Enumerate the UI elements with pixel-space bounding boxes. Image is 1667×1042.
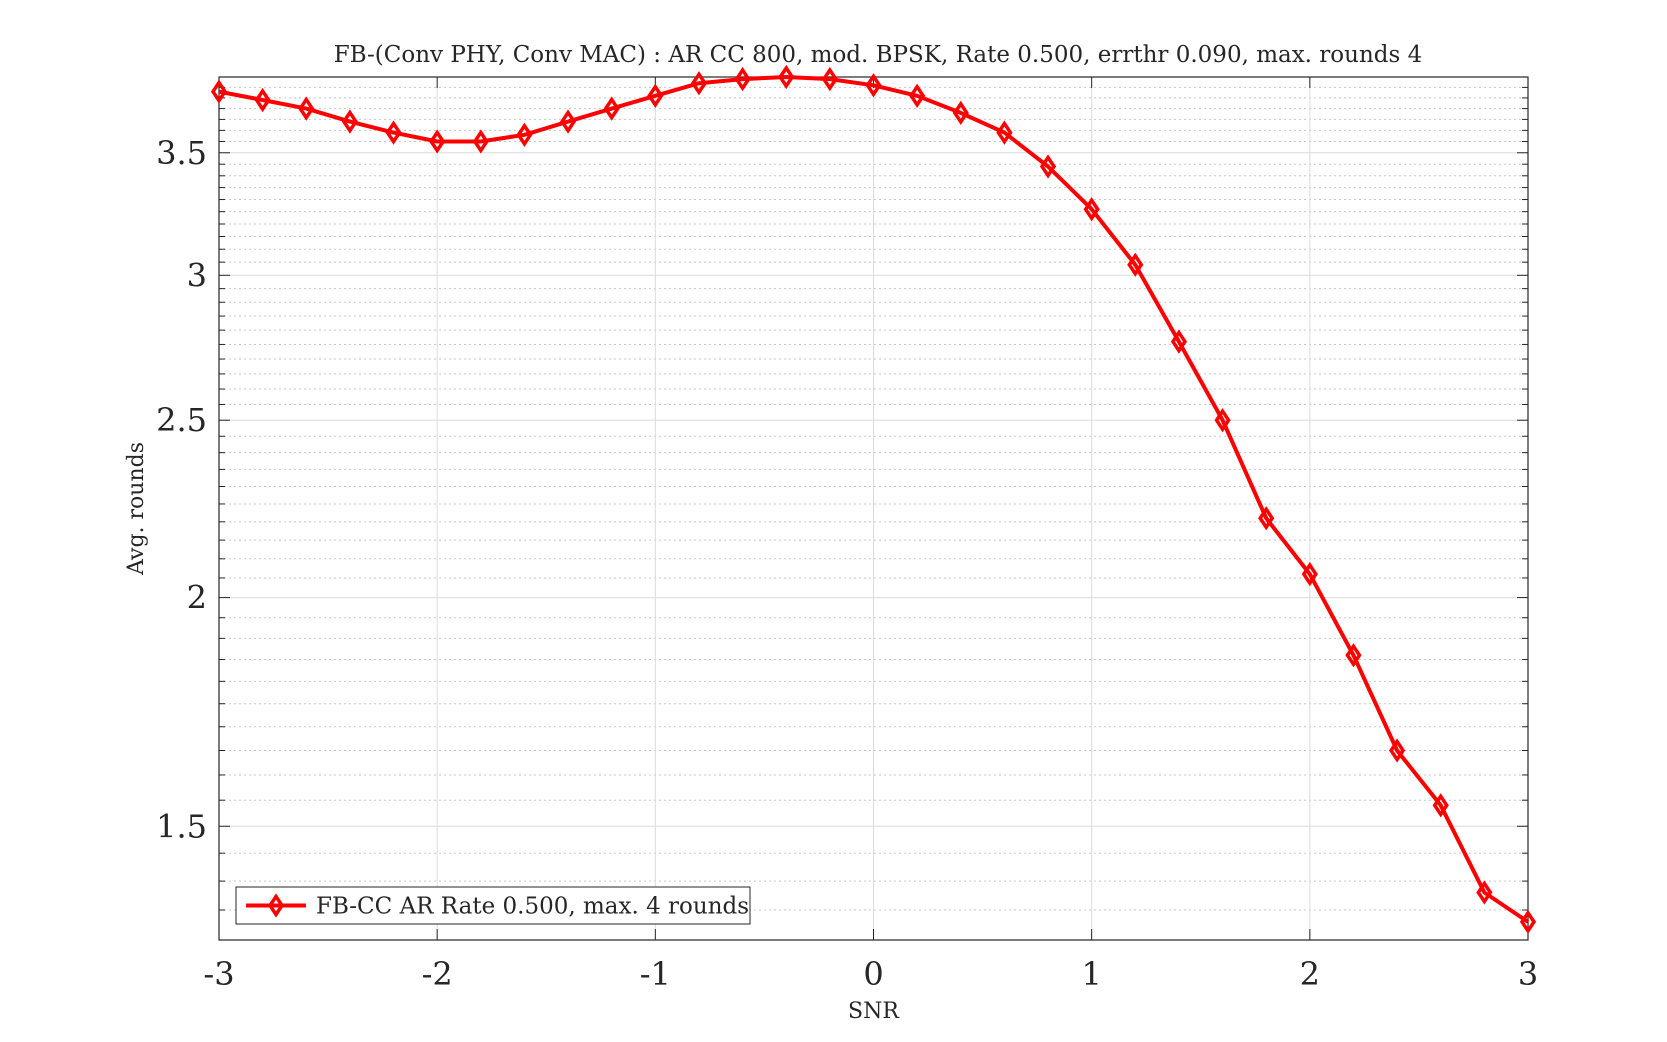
data-point-marker	[210, 79, 228, 104]
data-point-marker	[385, 120, 402, 145]
data-point-marker	[821, 66, 838, 92]
legend[interactable]: FB-CC AR Rate 0.500, max. 4 rounds	[235, 886, 751, 925]
y-tick-label: 1.5	[156, 807, 207, 845]
x-tick-label: 2	[1300, 955, 1320, 993]
series-line	[218, 75, 1530, 924]
data-point-marker	[996, 120, 1013, 145]
tick-marks	[218, 76, 1529, 941]
x-tick-label: -2	[422, 955, 453, 993]
series-layer	[210, 64, 1537, 935]
data-point-marker	[909, 83, 926, 108]
data-point-marker	[647, 83, 664, 108]
data-point-marker	[298, 96, 315, 121]
data-point-marker	[1388, 738, 1406, 763]
chart-title: FB-(Conv PHY, Conv MAC) : AR CC 800, mod…	[334, 42, 1423, 68]
x-tick-label: 1	[1081, 955, 1101, 993]
data-point-marker	[341, 109, 359, 134]
x-tick-label: 0	[863, 955, 883, 993]
data-point-marker	[559, 109, 577, 134]
data-point-marker	[1301, 561, 1318, 587]
data-point-marker	[1170, 329, 1188, 354]
y-tick-label: 2.5	[156, 401, 207, 439]
data-point-marker	[690, 71, 708, 96]
y-tick-label: 3	[187, 256, 207, 294]
x-axis-label: SNR	[848, 999, 900, 1024]
data-point-marker	[1083, 197, 1100, 222]
x-tick-labels: -3 -2 -1 0 1 2 3	[203, 955, 1538, 993]
legend-label: FB-CC AR Rate 0.500, max. 4 rounds	[316, 894, 749, 920]
legend-diamond-marker-icon	[267, 893, 285, 918]
data-point-marker	[1127, 252, 1144, 277]
y-axis-label: Avg. rounds	[124, 442, 149, 576]
data-point-marker	[1476, 880, 1493, 905]
x-tick-label: -3	[203, 955, 234, 993]
data-point-marker	[254, 87, 271, 113]
data-point-marker	[1345, 643, 1362, 668]
y-tick-labels: 1.5 2 2.5 3 3.5	[156, 134, 207, 845]
data-point-marker	[952, 100, 969, 126]
data-point-marker	[603, 96, 620, 121]
data-point-marker	[1519, 909, 1537, 935]
legend-box	[235, 886, 751, 925]
major-grid	[218, 77, 1529, 940]
data-point-marker	[734, 66, 751, 92]
data-point-marker	[1039, 154, 1057, 179]
x-tick-label: 3	[1518, 955, 1538, 993]
data-point-marker	[1214, 408, 1231, 433]
x-tick-label: -1	[640, 955, 671, 993]
y-tick-label: 3.5	[156, 134, 207, 172]
data-point-marker	[778, 64, 795, 90]
data-point-marker	[1432, 793, 1449, 818]
y-tick-label: 2	[187, 579, 207, 617]
data-point-marker	[1258, 506, 1275, 531]
data-point-marker	[472, 129, 489, 154]
data-point-marker	[429, 129, 446, 154]
data-point-marker	[865, 73, 882, 98]
data-point-marker	[516, 122, 533, 147]
